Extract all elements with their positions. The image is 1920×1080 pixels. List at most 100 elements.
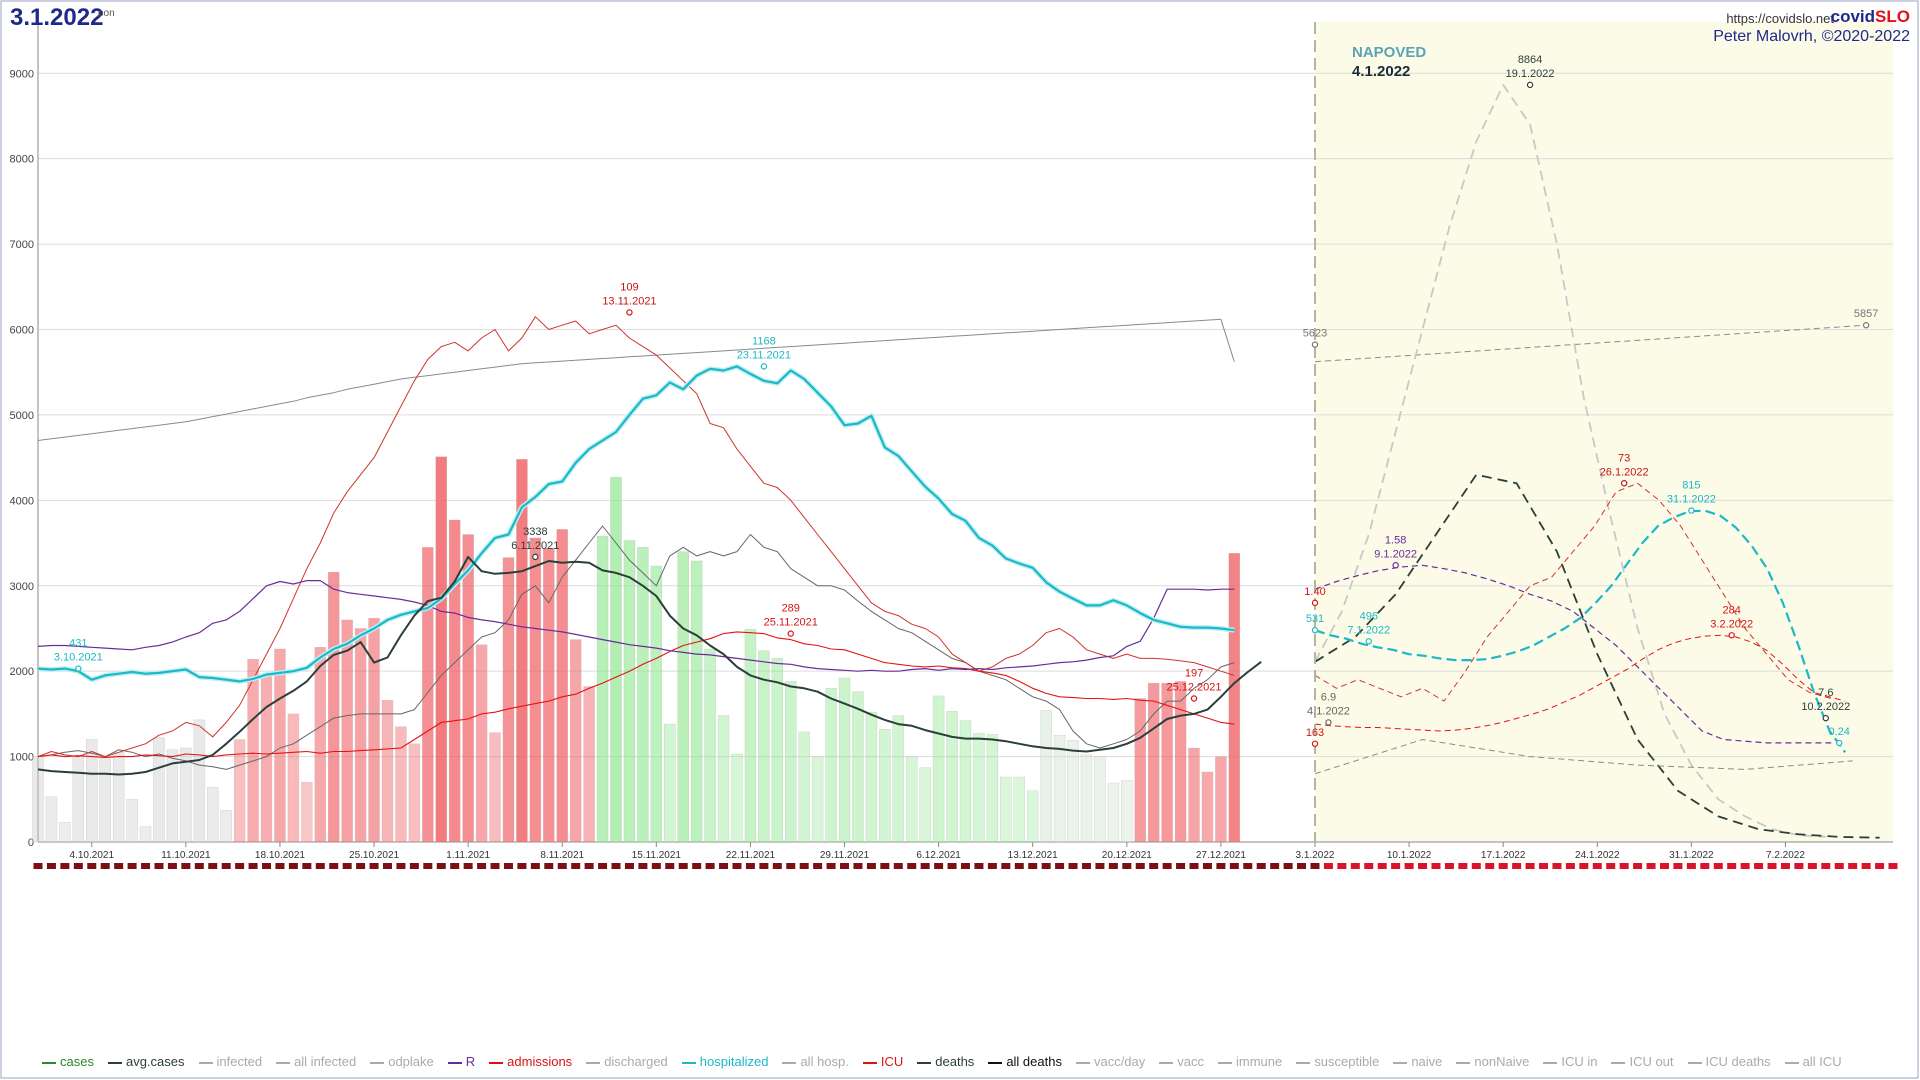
cases-bar [327,571,340,843]
legend-item[interactable]: ICU deaths [1687,1054,1771,1069]
cases-bar [247,658,259,843]
legend-item[interactable]: discharged [586,1054,668,1069]
date-strip-cell [571,863,581,869]
annotation-value: 197 [1185,668,1203,680]
cases-bar [462,534,474,843]
legend-item[interactable]: ICU in [1543,1054,1597,1069]
legend-item[interactable]: hospitalized [681,1054,768,1069]
cases-bar [1201,771,1214,843]
legend-item[interactable]: all deaths [988,1054,1062,1069]
date-strip-cell [584,863,594,869]
legend-swatch [198,1061,213,1064]
date-strip-cell [262,863,272,869]
cases-bar [206,787,219,843]
annotation-date: 25.11.2021 [764,617,818,629]
date-strip-cell [1700,863,1710,869]
infected-forecast-line [1314,739,1853,775]
date-strip-cell [1539,863,1549,869]
date-strip-cell [1686,863,1696,869]
date-strip-cell [1579,863,1589,869]
annotation-point [1311,740,1319,747]
cases-bar [422,547,434,843]
cases-bar [865,711,878,843]
date-strip-cell [1028,863,1038,869]
cases-bar [1174,681,1187,843]
x-tick-label: 25.10.2021 [349,850,399,861]
date-strip-cell [87,863,97,869]
legend-label: ICU [880,1054,904,1069]
legend-item[interactable]: infected [198,1054,262,1069]
legend-item[interactable]: susceptible [1296,1054,1379,1069]
cases-bar [180,747,192,843]
forecast-region [1314,22,1893,842]
legend-swatch [988,1061,1003,1064]
date-strip-cell [369,863,379,869]
annotation-value: 6.9 [1321,691,1336,703]
legend-item[interactable]: vacc [1159,1054,1204,1069]
cases-bar [395,726,407,843]
date-strip-cell [759,863,769,869]
legend-item[interactable]: admissions [489,1054,572,1069]
legend-label: ICU out [1629,1054,1674,1069]
legend-item[interactable]: all hosp. [782,1054,849,1069]
y-tick-label: 9000 [10,68,34,80]
x-tick-label: 11.10.2021 [161,850,211,861]
date-strip-cell [934,863,944,869]
annotation-point [1822,714,1829,722]
cases-bar [86,739,98,843]
annotation-point [1311,599,1319,607]
date-strip-cell [1323,863,1333,869]
cases-bar [1161,682,1173,843]
x-tick-label: 20.12.2021 [1102,850,1152,861]
x-tick-label: 13.12.2021 [1008,850,1058,861]
legend-item[interactable]: immune [1218,1054,1282,1069]
date-strip-cell [1525,863,1535,869]
annotation-value: 531 [1306,613,1324,625]
cases-bar [448,519,461,843]
legend-item[interactable]: deaths [917,1054,974,1069]
legend-item[interactable]: all infected [276,1054,356,1069]
date-strip-cell [463,863,473,869]
cases-bar [112,752,125,843]
date-strip-cell [517,863,527,869]
legend-item[interactable]: nonNaive [1456,1054,1529,1069]
date-strip-cell [315,863,325,869]
legend-item[interactable]: R [447,1054,475,1069]
legend-item[interactable]: avg.cases [107,1054,185,1069]
annotation-point [760,363,768,370]
site-url[interactable]: https://covidslo.net [1726,11,1834,26]
date-strip-cell [1149,863,1159,869]
brand-part-2: SLO [1875,7,1910,26]
legend-item[interactable]: odplake [370,1054,434,1069]
date-strip-cell [1431,863,1441,869]
cases-bar [1215,756,1227,843]
legend-swatch [1218,1061,1233,1064]
legend-item[interactable]: all ICU [1784,1054,1842,1069]
cases-bar [690,560,703,843]
cases-bar [1053,734,1066,843]
legend-item[interactable]: cases [42,1054,94,1069]
date-strip-cell [1256,863,1266,869]
legend-item[interactable]: vacc/day [1075,1054,1145,1069]
cases-bar [287,713,300,843]
date-strip-cell [154,863,164,869]
cases-bar [717,715,730,843]
annotation-point [1728,632,1735,639]
legend-swatch [586,1061,601,1064]
legend-item[interactable]: ICU [862,1054,904,1069]
legend-label: ICU in [1561,1054,1598,1069]
x-tick-label: 6.12.2021 [916,850,961,861]
date-strip-cell [477,863,487,869]
avg-cases-line [37,555,1262,776]
cases-bar [126,799,138,843]
cases-bar [1000,776,1012,843]
x-tick-label: 29.11.2021 [820,850,870,861]
annotation-value: 73 [1618,452,1630,464]
date-strip-cell [409,863,419,869]
date-strip-cell [745,863,755,869]
date-strip-cell [961,863,970,869]
legend-item[interactable]: ICU out [1611,1054,1674,1069]
cases-bar [516,459,528,843]
legend-item[interactable]: naive [1393,1054,1442,1069]
